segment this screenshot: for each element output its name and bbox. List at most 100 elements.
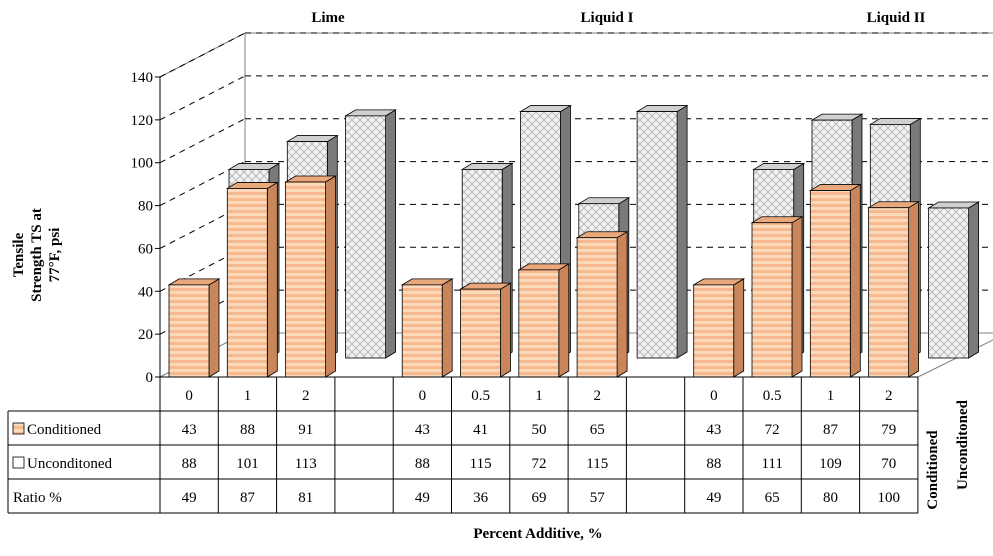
table-cell: 109	[819, 456, 842, 472]
data-table: Conditioned Unconditoned Ratio % 0 43 88 49 1 88…	[7, 376, 919, 514]
group-label-liquid-1: Liquid I	[581, 10, 634, 26]
bar-conditioned-side	[908, 201, 919, 378]
table-cell: 36	[473, 490, 489, 506]
gridlines	[159, 32, 993, 335]
bar-conditioned	[400, 278, 454, 378]
table-cell: 113	[295, 456, 317, 472]
table-cell: 115	[586, 456, 608, 472]
bar-conditioned-front	[751, 222, 793, 378]
floor-right-edge	[917, 339, 993, 378]
side-gridline	[159, 75, 246, 121]
table-cell: 65	[590, 422, 605, 438]
y-tick-label: 100	[131, 156, 154, 172]
bar-conditioned-side	[791, 216, 803, 378]
bar-conditioned	[808, 183, 862, 378]
x-tick-label: 2	[302, 388, 310, 404]
table-cell: 65	[765, 490, 780, 506]
table-cell: 49	[706, 490, 721, 506]
table-cell: 43	[415, 422, 430, 438]
bar-unconditioned-side	[385, 109, 397, 359]
conditioned-bars	[167, 175, 921, 378]
bar-unconditioned	[927, 201, 981, 359]
back-walls	[159, 32, 993, 378]
x-tick-label: 0	[185, 388, 193, 404]
table-cell: 100	[878, 490, 901, 506]
y-tick-label: 140	[131, 70, 154, 86]
bar-conditioned-front	[868, 207, 909, 378]
table-cell: 88	[706, 456, 721, 472]
bar-conditioned-side	[733, 278, 745, 378]
bar-conditioned-side	[325, 175, 337, 378]
bar-unconditioned-side	[968, 201, 979, 359]
x-axis-title: Percent Additive, %	[473, 526, 602, 542]
table-cell: 87	[823, 422, 839, 438]
table-row-label: Conditioned	[27, 422, 102, 438]
bar-unconditioned	[344, 109, 398, 359]
bar-conditioned	[517, 263, 571, 378]
bar-unconditioned	[635, 104, 689, 359]
bar-conditioned	[225, 181, 279, 378]
x-tick-label: 1	[244, 388, 252, 404]
table-cell: 80	[823, 490, 838, 506]
bar-conditioned-side	[441, 278, 453, 378]
bar-conditioned-front	[168, 284, 210, 378]
side-gridline	[159, 32, 246, 78]
bar-unconditioned-front	[636, 111, 678, 359]
bar-conditioned-front	[401, 284, 443, 378]
bar-conditioned	[692, 278, 746, 378]
bar-conditioned-side	[500, 282, 511, 378]
group-label-liquid-2: Liquid II	[867, 10, 926, 26]
x-tick-label: 1	[535, 388, 543, 404]
table-cell: 50	[531, 422, 546, 438]
table-cell: 88	[182, 456, 197, 472]
bar-conditioned-side	[849, 183, 861, 378]
table-cell: 79	[881, 422, 896, 438]
table-cell: 70	[881, 456, 896, 472]
y-axis-title-line-3: 77°F, psi	[47, 228, 63, 283]
y-tick-label: 0	[146, 370, 154, 386]
x-tick-label: 0	[419, 388, 427, 404]
table-cell: 87	[240, 490, 256, 506]
bar-conditioned-front	[518, 269, 560, 378]
table-cell: 88	[240, 422, 255, 438]
bar-conditioned-side	[558, 263, 570, 378]
x-tick-label: 0.5	[471, 388, 490, 404]
table-cell: 101	[236, 456, 259, 472]
y-tick-label: 120	[131, 113, 154, 129]
bar-conditioned-side	[266, 181, 278, 378]
x-tick-label: 0.5	[763, 388, 782, 404]
table-cell: 41	[473, 422, 488, 438]
group-labels: Lime Liquid I Liquid II	[311, 10, 925, 26]
legend-swatch	[12, 456, 25, 469]
bar-unconditioned-front	[928, 207, 969, 359]
table-cell: 81	[298, 490, 313, 506]
table-cell: 72	[765, 422, 780, 438]
bar-conditioned	[284, 175, 338, 378]
bar-conditioned-side	[616, 231, 628, 378]
x-tick-label: 0	[710, 388, 718, 404]
x-tick-label: 2	[885, 388, 893, 404]
bar-conditioned-front	[460, 288, 501, 378]
y-axis-title: Tensile Strength TS at 77°F, psi	[11, 208, 63, 302]
bar-conditioned-side	[208, 278, 220, 378]
table-row-label: Ratio %	[13, 490, 62, 506]
y-tick-label: 20	[138, 327, 153, 343]
bar-unconditioned-front	[345, 115, 387, 359]
bar-conditioned-front	[809, 190, 851, 378]
table-cell: 43	[706, 422, 721, 438]
table-row-label: Unconditoned	[27, 456, 112, 472]
bar-conditioned	[575, 231, 629, 378]
depth-label-conditioned: Conditioned	[925, 430, 941, 510]
legend-swatch	[12, 422, 25, 435]
y-tick-label: 80	[138, 199, 153, 215]
y-axis: 0 20 40 60 80 100 120 140	[131, 70, 161, 386]
bar-conditioned-front	[226, 188, 268, 378]
table-cell: 72	[531, 456, 546, 472]
group-label-lime: Lime	[311, 10, 345, 26]
table-cell: 88	[415, 456, 430, 472]
depth-label-unconditioned: Unconditoned	[955, 399, 971, 490]
table-cell: 49	[415, 490, 430, 506]
table-cell: 69	[531, 490, 546, 506]
bar-conditioned-front	[693, 284, 735, 378]
